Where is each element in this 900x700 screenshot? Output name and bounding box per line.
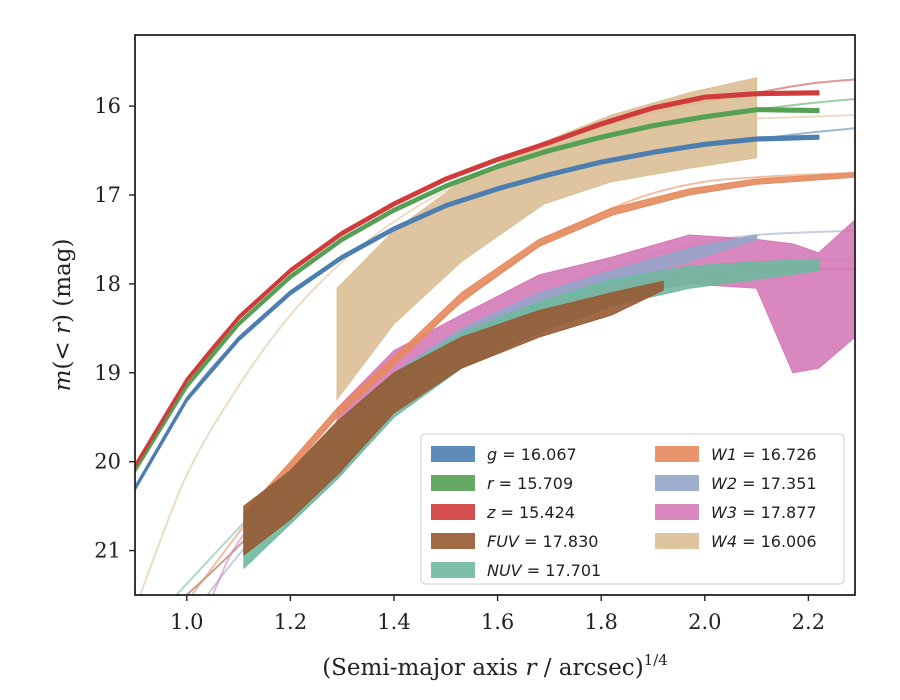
- profile-band-r: [135, 107, 820, 474]
- legend-items: g = 16.067 r = 15.709 z = 15.424 FUV = 17.8…: [431, 445, 817, 580]
- legend-frame: [420, 433, 845, 585]
- y-ticks: 16 17 18 19 20 21: [94, 94, 135, 563]
- profile-band-w1: [243, 172, 855, 527]
- x-axis-title: (Semi-major axis r / arcsec)1/4: [322, 651, 668, 681]
- legend-label-w4: W4 = 16.006: [711, 532, 817, 551]
- legend-swatch-r: [431, 475, 475, 491]
- legend-swatch-fuv: [431, 533, 475, 549]
- legend-label-g: g = 16.067: [487, 445, 577, 464]
- legend-label-w2: W2 = 17.351: [711, 474, 817, 493]
- x-tick-label: 1.8: [584, 610, 617, 634]
- legend-swatch-nuv: [431, 562, 475, 578]
- legend-swatch-w1: [655, 446, 699, 462]
- y-tick-label: 21: [94, 539, 121, 563]
- legend-label-nuv: NUV = 17.701: [487, 561, 601, 580]
- x-tick-label: 2.2: [792, 610, 825, 634]
- profile-band-g: [135, 134, 820, 491]
- data-layer: [135, 77, 855, 595]
- x-tick-label: 1.2: [274, 610, 307, 634]
- x-tick-label: 1.6: [481, 610, 514, 634]
- legend-label-w1: W1 = 16.726: [711, 445, 817, 464]
- y-tick-label: 19: [94, 361, 121, 385]
- legend-label-r: r = 15.709: [487, 474, 573, 493]
- profile-band-fuv: [243, 280, 664, 556]
- y-tick-label: 20: [94, 450, 121, 474]
- legend-swatch-w3: [655, 504, 699, 520]
- legend-swatch-g: [431, 446, 475, 462]
- plot-frame: [134, 34, 856, 596]
- y-axis-title: m(< r) (mag): [50, 239, 76, 392]
- x-tick-label: 1.0: [170, 610, 203, 634]
- y-tick-label: 16: [94, 94, 121, 118]
- x-tick-label: 2.0: [688, 610, 721, 634]
- legend-swatch-z: [431, 504, 475, 520]
- x-tick-label: 1.4: [377, 610, 410, 634]
- legend-label-z: z = 15.424: [486, 503, 575, 522]
- y-tick-label: 17: [94, 183, 121, 207]
- legend-swatch-w2: [655, 475, 699, 491]
- profile-band-z: [135, 90, 820, 469]
- legend-swatch-w4: [655, 533, 699, 549]
- x-ticks: 1.0 1.2 1.4 1.6 1.8 2.0 2.2: [170, 595, 825, 634]
- y-tick-label: 18: [94, 272, 121, 296]
- legend-label-w3: W3 = 17.877: [711, 503, 817, 522]
- legend: g = 16.067 r = 15.709 z = 15.424 FUV = 17.8…: [420, 433, 845, 585]
- legend-label-fuv: FUV = 17.830: [487, 532, 598, 551]
